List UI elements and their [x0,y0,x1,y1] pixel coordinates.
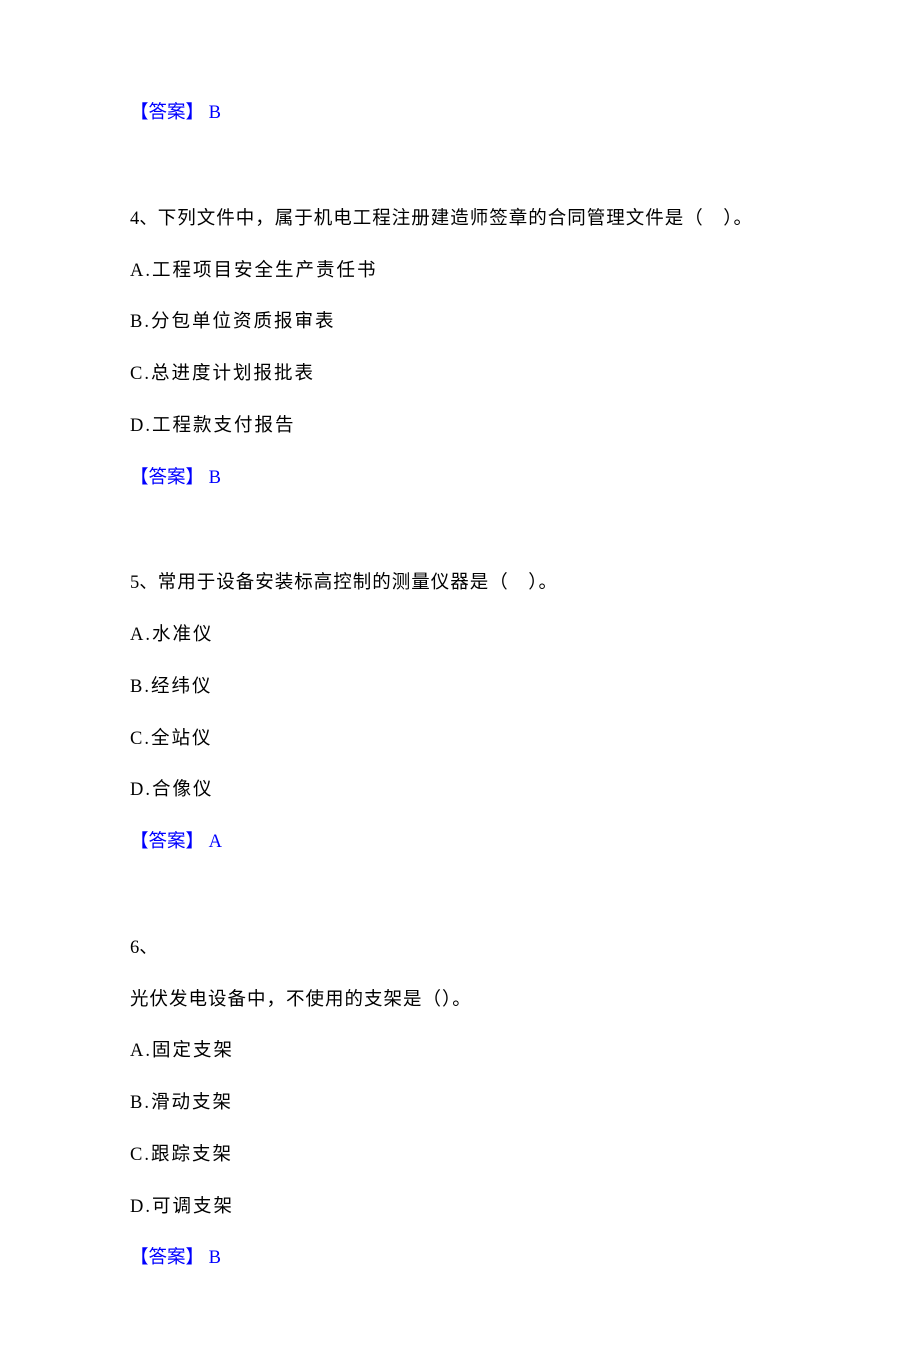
question-text: 下列文件中，属于机电工程注册建造师签章的合同管理文件是（ ）。 [158,209,753,229]
answer-label: 【答案】 [130,468,204,488]
option-text: 分包单位资质报审表 [151,312,336,332]
option-c: C.全站仪 [130,726,790,754]
option-label: D. [130,416,152,436]
option-b: B.经纬仪 [130,674,790,702]
option-c: C.总进度计划报批表 [130,361,790,389]
option-label: C. [130,1145,151,1165]
option-text: 固定支架 [152,1041,234,1061]
answer-label: 【答案】 [130,1248,204,1268]
answer-line: 【答案】 B [130,1245,790,1273]
option-a: A.水准仪 [130,622,790,650]
option-text: 经纬仪 [151,677,213,697]
question-stem: 5、常用于设备安装标高控制的测量仪器是（ ）。 [130,570,790,598]
option-d: D.合像仪 [130,777,790,805]
option-c: C.跟踪支架 [130,1142,790,1170]
answer-line: 【答案】 A [130,829,790,857]
question-number: 4、 [130,209,158,229]
option-label: D. [130,1197,152,1217]
option-text: 工程项目安全生产责任书 [152,261,378,281]
option-label: A. [130,261,152,281]
question-block: 4、下列文件中，属于机电工程注册建造师签章的合同管理文件是（ ）。 A.工程项目… [130,206,790,493]
option-label: B. [130,677,151,697]
option-label: A. [130,1041,152,1061]
option-text: 总进度计划报批表 [151,364,315,384]
option-b: B.滑动支架 [130,1090,790,1118]
option-text: 跟踪支架 [151,1145,233,1165]
option-label: B. [130,312,151,332]
question-block: 6、 光伏发电设备中，不使用的支架是（）。 A.固定支架 B.滑动支架 C.跟踪… [130,935,790,1273]
question-stem: 4、下列文件中，属于机电工程注册建造师签章的合同管理文件是（ ）。 [130,206,790,234]
option-label: B. [130,1093,151,1113]
answer-value: B [209,1248,221,1268]
option-label: D. [130,780,152,800]
option-b: B.分包单位资质报审表 [130,309,790,337]
answer-value: B [209,103,221,123]
answer-line: 【答案】 B [130,100,790,128]
question-number: 6、 [130,938,158,958]
question-text: 常用于设备安装标高控制的测量仪器是（ ）。 [158,573,558,593]
option-label: C. [130,729,151,749]
question-number: 5、 [130,573,158,593]
question-block: 5、常用于设备安装标高控制的测量仪器是（ ）。 A.水准仪 B.经纬仪 C.全站… [130,570,790,857]
option-text: 水准仪 [152,625,214,645]
option-text: 滑动支架 [151,1093,233,1113]
option-text: 合像仪 [152,780,214,800]
option-text: 可调支架 [152,1197,234,1217]
document-page: 【答案】 B 4、下列文件中，属于机电工程注册建造师签章的合同管理文件是（ ）。… [0,0,920,1353]
question-sub-stem: 光伏发电设备中，不使用的支架是（）。 [130,987,790,1015]
option-d: D.工程款支付报告 [130,413,790,441]
answer-value: A [209,832,222,852]
option-a: A.工程项目安全生产责任书 [130,258,790,286]
answer-value: B [209,468,221,488]
option-d: D.可调支架 [130,1194,790,1222]
answer-label: 【答案】 [130,103,204,123]
option-a: A.固定支架 [130,1038,790,1066]
option-label: A. [130,625,152,645]
answer-label: 【答案】 [130,832,204,852]
answer-line: 【答案】 B [130,465,790,493]
question-stem: 6、 [130,935,790,963]
option-text: 全站仪 [151,729,213,749]
option-text: 工程款支付报告 [152,416,296,436]
option-label: C. [130,364,151,384]
